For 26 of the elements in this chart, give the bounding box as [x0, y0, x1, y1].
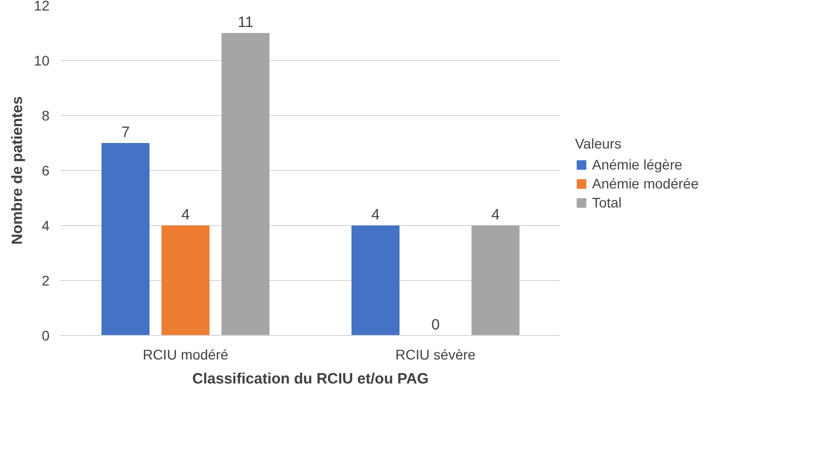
bar: [102, 143, 150, 336]
y-tick-label: 6: [42, 162, 50, 178]
y-tick-label: 12: [34, 0, 50, 14]
y-tick-label: 4: [42, 218, 50, 234]
data-label: 4: [491, 206, 500, 224]
legend-title: Valeurs: [575, 135, 622, 151]
bar: [352, 226, 400, 336]
x-tick-label: RCIU modéré: [142, 346, 229, 362]
legend-label: Anémie modérée: [592, 175, 699, 191]
bar: [472, 226, 520, 336]
data-label: 0: [431, 316, 440, 334]
bar: [162, 226, 210, 336]
bar: [222, 33, 270, 336]
data-label: 11: [238, 14, 254, 31]
y-tick-label: 10: [34, 52, 50, 68]
y-axis-title: Nombre de patientes: [8, 96, 26, 245]
data-label: 4: [371, 206, 380, 224]
legend-label: Anémie légère: [592, 156, 682, 172]
x-tick-label: RCIU sévère: [395, 346, 476, 362]
data-label: 4: [181, 206, 190, 224]
y-tick-label: 8: [42, 108, 50, 124]
legend-label: Total: [592, 194, 622, 210]
data-label: 7: [121, 124, 130, 141]
y-tick-label: 2: [42, 272, 50, 288]
x-axis-title: Classification du RCIU et/ou PAG: [192, 370, 429, 388]
y-tick-label: 0: [42, 328, 50, 344]
